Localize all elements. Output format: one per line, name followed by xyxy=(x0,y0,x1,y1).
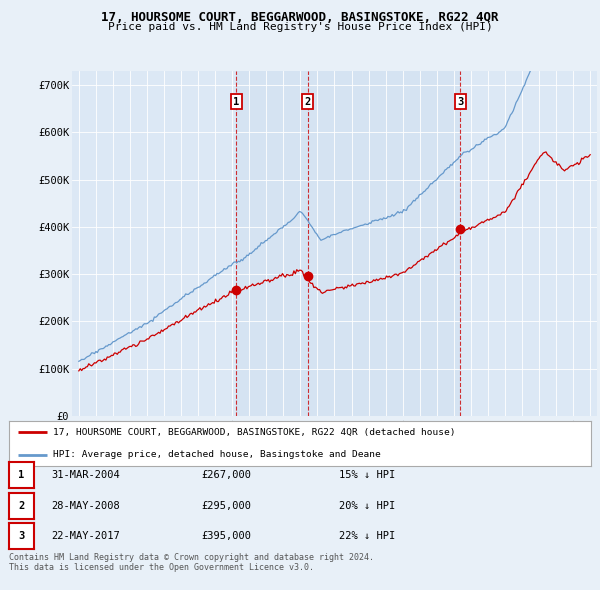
Text: 2: 2 xyxy=(19,501,25,510)
Text: 3: 3 xyxy=(19,531,25,540)
Text: 20% ↓ HPI: 20% ↓ HPI xyxy=(339,501,395,510)
Text: 17, HOURSOME COURT, BEGGARWOOD, BASINGSTOKE, RG22 4QR: 17, HOURSOME COURT, BEGGARWOOD, BASINGST… xyxy=(101,11,499,24)
Text: 31-MAR-2004: 31-MAR-2004 xyxy=(51,470,120,480)
Text: This data is licensed under the Open Government Licence v3.0.: This data is licensed under the Open Gov… xyxy=(9,563,314,572)
Text: £295,000: £295,000 xyxy=(201,501,251,510)
Text: 17, HOURSOME COURT, BEGGARWOOD, BASINGSTOKE, RG22 4QR (detached house): 17, HOURSOME COURT, BEGGARWOOD, BASINGST… xyxy=(53,428,455,437)
Text: 22% ↓ HPI: 22% ↓ HPI xyxy=(339,531,395,540)
Text: 22-MAY-2017: 22-MAY-2017 xyxy=(51,531,120,540)
Text: Contains HM Land Registry data © Crown copyright and database right 2024.: Contains HM Land Registry data © Crown c… xyxy=(9,553,374,562)
Text: 15% ↓ HPI: 15% ↓ HPI xyxy=(339,470,395,480)
Text: 3: 3 xyxy=(457,97,464,107)
Text: HPI: Average price, detached house, Basingstoke and Deane: HPI: Average price, detached house, Basi… xyxy=(53,450,380,460)
Bar xyxy=(236,71,460,416)
Text: 1: 1 xyxy=(19,470,25,480)
Text: 2: 2 xyxy=(304,97,311,107)
Text: £267,000: £267,000 xyxy=(201,470,251,480)
Text: Price paid vs. HM Land Registry's House Price Index (HPI): Price paid vs. HM Land Registry's House … xyxy=(107,22,493,32)
Text: £395,000: £395,000 xyxy=(201,531,251,540)
Text: 28-MAY-2008: 28-MAY-2008 xyxy=(51,501,120,510)
Text: 1: 1 xyxy=(233,97,239,107)
